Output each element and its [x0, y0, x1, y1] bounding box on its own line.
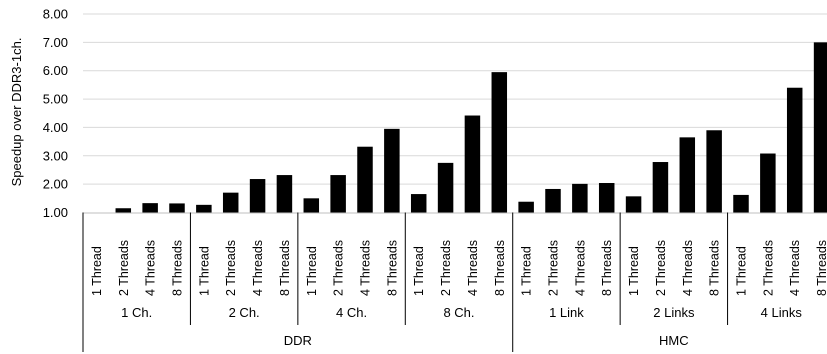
subgroup-label: 1 Link [549, 305, 584, 320]
category-label: 8 Threads [600, 240, 614, 296]
y-tick-labels: 1.00 2.00 3.00 4.00 5.00 6.00 7.00 8.00 [43, 7, 68, 221]
category-label: 2 Threads [439, 240, 453, 296]
bar [464, 115, 481, 213]
category-label: 8 Threads [385, 240, 399, 296]
axes [82, 212, 827, 352]
bar [303, 198, 320, 213]
category-label: 8 Threads [171, 240, 185, 296]
bar [222, 192, 239, 213]
y-tick-label: 2.00 [43, 177, 68, 192]
y-tick-label: 8.00 [43, 7, 68, 22]
category-label: 4 Threads [251, 240, 265, 296]
bar [437, 162, 454, 213]
bar [330, 175, 346, 213]
bar [410, 194, 427, 213]
category-label: 1 Thread [197, 246, 211, 296]
subgroup-label: 8 Ch. [443, 305, 474, 320]
category-label: 4 Threads [359, 240, 373, 296]
category-label: 1 Thread [412, 246, 426, 296]
category-label: 4 Threads [466, 240, 480, 296]
category-label: 8 Threads [708, 240, 722, 296]
bar [572, 183, 588, 213]
y-tick-label: 4.00 [43, 120, 68, 135]
bar [706, 130, 722, 213]
subgroup-label: 4 Links [761, 305, 803, 320]
category-label: 8 Threads [493, 240, 507, 296]
category-label: 8 Threads [278, 240, 292, 296]
category-label: 4 Threads [681, 240, 695, 296]
bar [786, 87, 803, 213]
category-label: 4 Threads [144, 240, 158, 296]
category-label: 2 Threads [332, 240, 346, 296]
bar [142, 203, 158, 213]
y-tick-label: 3.00 [43, 148, 68, 163]
category-label: 2 Threads [224, 240, 238, 296]
category-label: 1 Thread [735, 246, 749, 296]
y-tick-label: 5.00 [43, 92, 68, 107]
bar [679, 137, 696, 213]
bar [249, 179, 266, 213]
category-labels: 1 Thread 2 Threads 4 Threads 8 Threads 1 Thr… [90, 240, 827, 296]
subgroup-label: 1 Ch. [121, 305, 152, 320]
y-tick-label: 6.00 [43, 63, 68, 78]
bar [276, 175, 293, 213]
subgroup-label: 2 Links [653, 305, 695, 320]
bar [115, 208, 132, 213]
bar [518, 201, 534, 213]
gridlines [83, 13, 827, 185]
y-tick-label: 7.00 [43, 35, 68, 50]
bar [545, 188, 561, 213]
bar [196, 204, 212, 213]
category-label: 2 Threads [547, 240, 561, 296]
bar [625, 196, 642, 213]
bar [598, 183, 615, 213]
bar [760, 153, 776, 213]
category-label: 4 Threads [788, 240, 802, 296]
bar [169, 203, 185, 213]
group-label: DDR [284, 333, 312, 348]
group-labels: DDR HMC [284, 333, 689, 348]
category-label: 8 Threads [815, 240, 827, 296]
bar [384, 128, 400, 213]
category-label: 1 Thread [90, 246, 104, 296]
bars [115, 42, 827, 213]
bar [652, 162, 669, 213]
category-label: 1 Thread [627, 246, 641, 296]
bar [357, 146, 373, 213]
category-label: 1 Thread [305, 246, 319, 296]
subgroup-labels: 1 Ch. 2 Ch. 4 Ch. 8 Ch. 1 Link 2 Links 4 Links [121, 305, 802, 320]
category-label: 2 Threads [117, 240, 131, 296]
category-label: 4 Threads [573, 240, 587, 296]
bar [491, 72, 508, 213]
subgroup-label: 4 Ch. [336, 305, 367, 320]
bar [733, 194, 749, 213]
category-label: 2 Threads [654, 240, 668, 296]
category-label: 1 Thread [520, 246, 534, 296]
y-tick-label: 1.00 [43, 205, 68, 220]
y-axis-label: Speedup over DDR3-1ch. [9, 38, 24, 187]
group-label: HMC [659, 333, 689, 348]
category-label: 2 Threads [761, 240, 775, 296]
subgroup-label: 2 Ch. [229, 305, 260, 320]
bar [813, 42, 827, 213]
